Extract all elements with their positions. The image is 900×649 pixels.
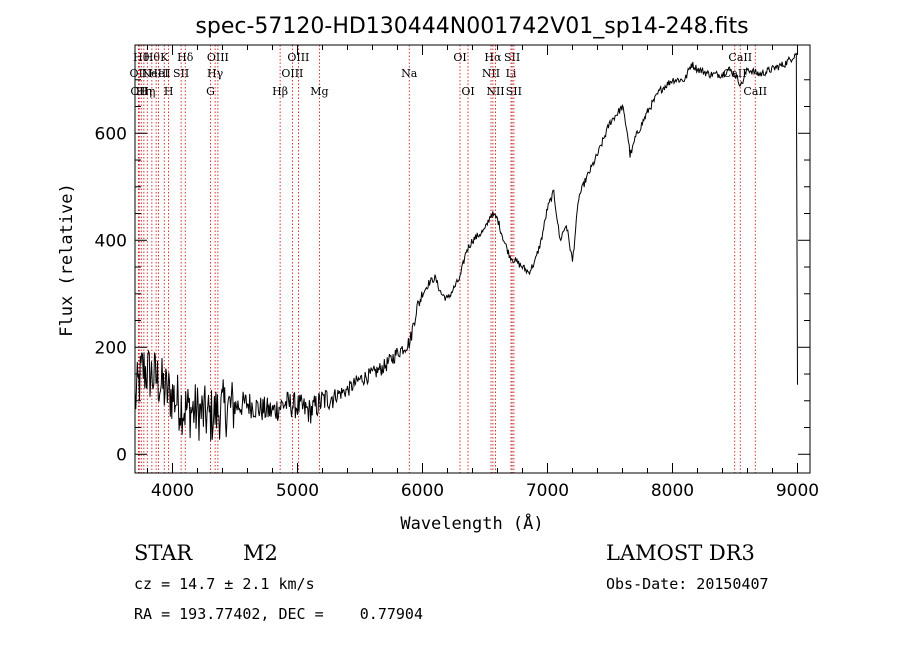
line-marker-label: SII: [173, 67, 189, 80]
line-marker-label: Hη: [136, 85, 152, 98]
y-tick-label: 400: [95, 231, 127, 251]
x-axis-label: Wavelength (Å): [400, 512, 543, 534]
line-marker-label: OIII: [281, 67, 303, 80]
line-marker-label: OI: [453, 51, 466, 64]
chart-title: spec-57120-HD130444N001742V01_sp14-248.f…: [195, 14, 748, 39]
x-tick-label: 9000: [776, 481, 819, 501]
line-marker-label: CaII: [728, 51, 752, 64]
line-marker-label: G: [206, 85, 215, 98]
line-marker-label: CaII: [743, 85, 767, 98]
line-marker-label: Hβ: [272, 85, 288, 98]
line-marker-label: NII: [482, 67, 500, 80]
line-marker-label: SII: [506, 85, 522, 98]
obs-date-text: Obs-Date: 20150407: [606, 575, 769, 593]
line-marker-label: Hθ: [144, 51, 161, 64]
object-type: STAR: [134, 541, 193, 565]
line-marker-label: SII: [504, 51, 520, 64]
spectrum-series-line: [134, 52, 798, 441]
x-tick-label: 8000: [651, 481, 694, 501]
line-marker-label: OII: [130, 67, 148, 80]
y-axis-label: Flux (relative): [57, 183, 77, 337]
line-marker-label: Hθ: [133, 51, 150, 64]
line-marker-label: Mg: [310, 85, 328, 98]
y-tick-label: 600: [95, 124, 127, 144]
subclass: M2: [243, 541, 278, 565]
line-marker-label: Hα: [484, 51, 502, 64]
line-marker-label: Hγ: [207, 67, 224, 80]
line-marker-label: NeIII: [142, 67, 171, 80]
coords-text: RA = 193.77402, DEC = 0.77904: [134, 605, 423, 623]
line-marker-label: OI: [461, 85, 474, 98]
plot-frame: [134, 44, 811, 474]
x-tick-label: 6000: [401, 481, 444, 501]
y-tick-label: 200: [95, 338, 127, 358]
line-marker-label: CaII: [723, 67, 747, 80]
x-tick-label: 5000: [276, 481, 319, 501]
line-marker-label: OIII: [207, 51, 229, 64]
plot-area: OIIOIIHθHηHηHθNeIIIHeIKHSIIHδGHγOIIIHβOI…: [95, 44, 819, 501]
line-marker-label: Hη: [139, 85, 155, 98]
redshift-text: cz = 14.7 ± 2.1 km/s: [134, 575, 315, 593]
line-marker-label: Na: [401, 67, 418, 80]
x-tick-label: 7000: [526, 481, 569, 501]
y-tick-label: 0: [116, 445, 127, 465]
line-marker-label: K: [160, 51, 169, 64]
x-tick-label: 4000: [151, 481, 194, 501]
survey-name: LAMOST DR3: [606, 541, 755, 565]
line-marker-label: NII: [486, 85, 504, 98]
line-marker-label: HeI: [148, 67, 168, 80]
line-marker-label: Hδ: [177, 51, 194, 64]
line-marker-label: H: [164, 85, 174, 98]
line-marker-label: OIII: [287, 51, 309, 64]
line-marker-label: Li: [506, 67, 517, 80]
